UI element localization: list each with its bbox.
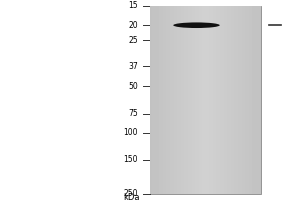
Text: 37: 37 bbox=[128, 62, 138, 71]
Ellipse shape bbox=[173, 22, 220, 28]
Text: 250: 250 bbox=[124, 190, 138, 198]
FancyBboxPatch shape bbox=[150, 6, 261, 194]
Text: kDa: kDa bbox=[123, 193, 140, 200]
Text: 20: 20 bbox=[128, 21, 138, 30]
Text: 50: 50 bbox=[128, 82, 138, 91]
Text: 15: 15 bbox=[128, 1, 138, 10]
Text: 150: 150 bbox=[124, 155, 138, 164]
Text: 25: 25 bbox=[128, 36, 138, 45]
Text: 100: 100 bbox=[124, 128, 138, 137]
Text: 75: 75 bbox=[128, 109, 138, 118]
